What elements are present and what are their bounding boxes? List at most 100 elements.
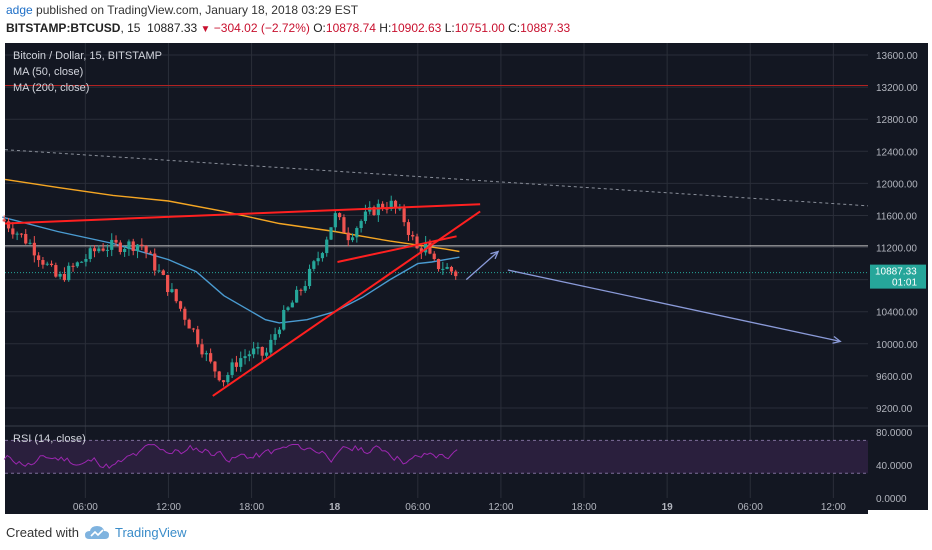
time-tick-label: 19 (662, 502, 674, 513)
candle-body (277, 329, 282, 335)
time-tick-label: 06:00 (405, 502, 430, 513)
candle-body (6, 221, 11, 229)
candle-body (342, 217, 346, 233)
candle-body (15, 233, 19, 235)
candle-body (441, 268, 445, 270)
price-tick-label: 11600.00 (876, 211, 917, 222)
candle-body (226, 374, 230, 383)
candle-body (144, 245, 148, 253)
candle-body (316, 258, 320, 262)
created-with-label: Created with (6, 525, 79, 540)
candle-body (303, 286, 307, 291)
candle-body (148, 252, 153, 254)
candle-body (454, 271, 458, 277)
candle-body (41, 260, 45, 265)
price-tick-label: 9600.00 (876, 372, 913, 383)
candle-body (359, 221, 363, 229)
interval-separator: , (120, 21, 128, 35)
time-tick-label: 18:00 (572, 502, 597, 513)
candle-body (389, 200, 393, 209)
candle-body (24, 233, 28, 244)
candle-body (234, 362, 239, 367)
candle-body (381, 203, 385, 209)
interval-label: 15 (127, 21, 141, 35)
open-label: O: (313, 21, 326, 35)
candle-body (58, 273, 62, 277)
time-tick-label: 18:00 (239, 502, 264, 513)
candle-body (157, 270, 161, 272)
price-chart[interactable]: 13600.00 13200.00 12800.00 12400.00 12000.00… (0, 40, 932, 514)
time-tick-label: 06:00 (738, 502, 763, 513)
time-tick-label: 12:00 (821, 502, 846, 513)
ma50-line (2, 216, 460, 324)
symbol-label[interactable]: BITSTAMP:BTCUSD (6, 21, 121, 35)
candle-body (325, 239, 329, 254)
down-triangle-icon: ▼ (200, 24, 211, 35)
candle-body (45, 263, 49, 265)
candle-body (312, 261, 316, 269)
candle-body (346, 232, 350, 241)
candle-body (88, 248, 92, 259)
low-label: L: (444, 21, 455, 35)
rsi-legend: RSI (14, close) (13, 433, 86, 445)
projection-arrow-line (465, 251, 499, 281)
candle-body (80, 261, 84, 263)
candle-body (252, 348, 256, 355)
candle-body (273, 334, 277, 340)
candle-body (411, 234, 415, 237)
time-tick-label: 12:00 (156, 502, 181, 513)
candle-body (256, 346, 260, 349)
candle-body (153, 253, 157, 271)
tradingview-brand[interactable]: TradingView (114, 525, 187, 540)
candle-body (28, 242, 32, 244)
candle-body (269, 339, 273, 353)
rsi-band (5, 440, 868, 474)
price-tick-label: 11200.00 (876, 244, 917, 255)
rsi-tick-label: 0.0000 (876, 494, 907, 505)
price-tick-label: 13600.00 (876, 51, 918, 62)
candle-body (436, 259, 441, 270)
close-value: 10887.33 (520, 21, 571, 35)
candle-body (376, 203, 380, 215)
candle-body (92, 248, 97, 252)
candle-body (200, 344, 204, 355)
candle-body (282, 309, 286, 330)
ohlc-line: BITSTAMP:BTCUSD, 15 10887.33 ▼ −304.02 (… (6, 21, 570, 35)
candle-body (101, 248, 105, 251)
candle-body (320, 253, 325, 259)
candle-body (333, 213, 337, 228)
author-link[interactable]: adge (6, 3, 33, 17)
candle-body (432, 253, 436, 260)
chart-background (5, 43, 868, 498)
candle-body (338, 213, 342, 218)
high-label: H: (379, 21, 392, 35)
candle-body (247, 354, 251, 357)
candle-body (140, 244, 144, 246)
candle-body (393, 200, 398, 209)
last-price: 10887.33 (147, 21, 198, 35)
candle-body (105, 249, 110, 251)
candle-body (290, 302, 294, 308)
candle-body (196, 329, 200, 345)
projection-arrow-head (490, 250, 500, 260)
candle-body (49, 263, 54, 266)
candle-body (174, 289, 178, 302)
last-price-tag-value: 10887.33 (875, 267, 917, 278)
candle-body (161, 270, 165, 275)
candle-body (54, 265, 58, 277)
projection-arrow-head (832, 335, 842, 344)
candle-body (191, 328, 196, 330)
candle-body (260, 346, 264, 356)
candle-body (217, 371, 221, 381)
price-tick-label: 12000.00 (876, 179, 918, 190)
ma50-legend: MA (50, close) (13, 66, 83, 78)
candle-body (97, 248, 101, 252)
candle-body (19, 233, 24, 235)
candle-body (2, 219, 6, 222)
candle-body (299, 289, 303, 291)
candle-body (445, 266, 449, 269)
candle-body (114, 239, 118, 243)
candle-body (350, 237, 355, 241)
high-value: 10902.63 (391, 21, 442, 35)
candle-body (449, 266, 454, 272)
